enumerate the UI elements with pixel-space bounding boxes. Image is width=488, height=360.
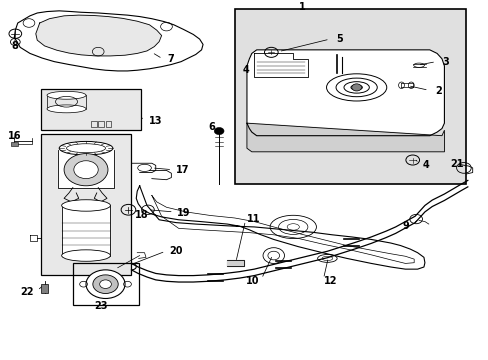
Text: 24: 24	[102, 284, 116, 294]
Text: 19: 19	[177, 208, 190, 218]
Polygon shape	[58, 150, 114, 188]
Text: 22: 22	[20, 287, 34, 297]
Text: 12: 12	[323, 276, 336, 286]
Ellipse shape	[61, 200, 110, 211]
Polygon shape	[14, 11, 203, 71]
Bar	[91, 121, 97, 127]
Circle shape	[74, 161, 98, 179]
Circle shape	[214, 127, 224, 135]
Circle shape	[351, 84, 361, 91]
Text: 4: 4	[242, 65, 249, 75]
Text: 15: 15	[78, 235, 91, 246]
Bar	[41, 284, 48, 293]
Text: 13: 13	[149, 116, 163, 126]
Polygon shape	[246, 50, 444, 136]
Text: 18: 18	[135, 211, 148, 220]
Text: 17: 17	[176, 165, 189, 175]
Bar	[234, 9, 466, 184]
Bar	[98, 121, 104, 127]
Text: 10: 10	[245, 276, 259, 286]
Text: 23: 23	[94, 301, 107, 311]
Polygon shape	[254, 53, 307, 77]
Text: 9: 9	[402, 221, 408, 231]
Polygon shape	[61, 206, 110, 256]
Text: 2: 2	[435, 86, 442, 96]
Text: 8: 8	[11, 41, 18, 51]
Text: 3: 3	[441, 57, 448, 67]
Text: 6: 6	[207, 122, 214, 132]
Text: 14: 14	[123, 105, 137, 114]
Text: 7: 7	[167, 54, 174, 64]
Polygon shape	[136, 186, 424, 269]
Text: 1: 1	[298, 2, 305, 12]
Text: 11: 11	[246, 214, 260, 224]
Circle shape	[100, 280, 111, 288]
Text: 4: 4	[422, 161, 428, 170]
Bar	[41, 134, 131, 275]
Text: 20: 20	[168, 246, 182, 256]
Text: 16: 16	[8, 131, 21, 141]
Text: 5: 5	[335, 34, 342, 44]
Polygon shape	[36, 15, 161, 56]
Bar	[73, 263, 139, 305]
Bar	[41, 89, 141, 130]
Circle shape	[64, 154, 108, 186]
Ellipse shape	[61, 250, 110, 261]
Circle shape	[93, 275, 118, 293]
Polygon shape	[227, 260, 244, 266]
Bar	[105, 121, 111, 127]
Bar	[11, 143, 18, 146]
Ellipse shape	[47, 91, 86, 99]
Polygon shape	[246, 123, 444, 152]
Ellipse shape	[47, 105, 86, 113]
Circle shape	[86, 270, 125, 298]
Text: 21: 21	[449, 159, 463, 169]
Ellipse shape	[59, 141, 113, 155]
